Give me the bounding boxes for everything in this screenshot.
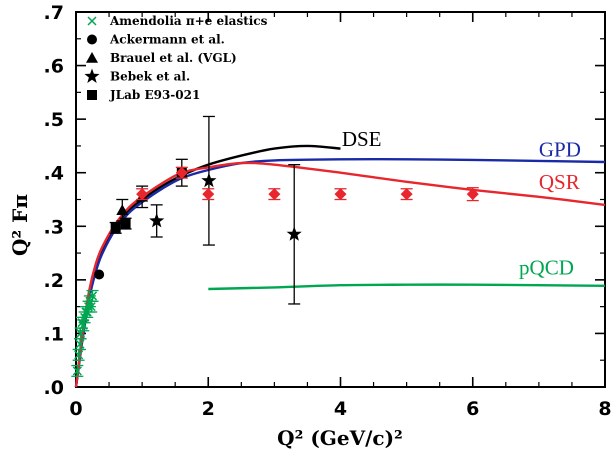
star-data-point (286, 226, 302, 241)
legend-label: Amendolia π+e elastics (109, 14, 268, 28)
gpd-curve-label: GPD (539, 138, 581, 162)
diamond-data-point (136, 188, 149, 201)
y-tick-label: .3 (44, 216, 64, 238)
y-axis-label: Q² Fπ (8, 194, 32, 256)
pqcd-curve-label: pQCD (519, 256, 574, 280)
tick-labels: 0 2 4 6 8 .0 .1 .2 .3 .4 .5 .6 .7 (44, 2, 612, 420)
circle-data-point (94, 269, 105, 280)
y-tick-label: .0 (44, 377, 64, 399)
x-tick-label: 4 (334, 398, 347, 420)
theory-curves: DSE GPD QSR pQCD (74, 127, 606, 388)
diamond-data-point (400, 188, 413, 201)
data-points (71, 115, 479, 377)
y-tick-label: .2 (44, 270, 64, 292)
legend-triangle-marker (86, 52, 98, 63)
star-data-point (201, 172, 217, 188)
y-tick-label: .1 (44, 323, 64, 345)
legend-label: JLab E93-021 (109, 88, 200, 102)
x-data-point (75, 339, 85, 349)
qsr-curve-label: QSR (539, 170, 580, 194)
legend-x-marker (87, 16, 97, 26)
square-data-point (120, 218, 131, 229)
legend-square-marker (87, 90, 97, 100)
x-tick-label: 6 (466, 398, 479, 420)
legend-label: Ackermann et al. (109, 33, 225, 47)
diamond-data-point (268, 188, 281, 201)
dse-curve-label: DSE (342, 127, 382, 151)
x-data-point (74, 350, 84, 360)
x-tick-label: 2 (202, 398, 215, 420)
star-data-point (149, 212, 165, 228)
diamond-data-point (334, 188, 347, 201)
x-data-point (86, 302, 96, 312)
y-tick-label: .6 (44, 56, 64, 78)
x-data-point (72, 366, 82, 376)
diamond-data-point (175, 166, 188, 179)
x-data-point (88, 291, 98, 301)
diamond-data-point (466, 188, 479, 201)
legend-circle-marker (87, 34, 97, 45)
triangle-data-point (116, 204, 129, 216)
y-tick-label: .4 (44, 163, 64, 185)
x-tick-label: 8 (598, 398, 611, 420)
y-tick-label: .7 (44, 2, 64, 24)
x-tick-label: 0 (69, 398, 82, 420)
legend: Amendolia π+e elastics Ackermann et al. Br… (84, 14, 268, 102)
x-axis-label: Q² (GeV/c)² (277, 426, 403, 450)
legend-star-marker (84, 68, 100, 83)
y-tick-label: .5 (44, 109, 64, 131)
legend-label: Bebek et al. (110, 70, 190, 84)
legend-label: Brauel et al. (VGL) (110, 51, 237, 65)
diamond-data-point (202, 188, 215, 201)
pqcd-curve (208, 283, 606, 291)
square-data-point (110, 222, 121, 233)
